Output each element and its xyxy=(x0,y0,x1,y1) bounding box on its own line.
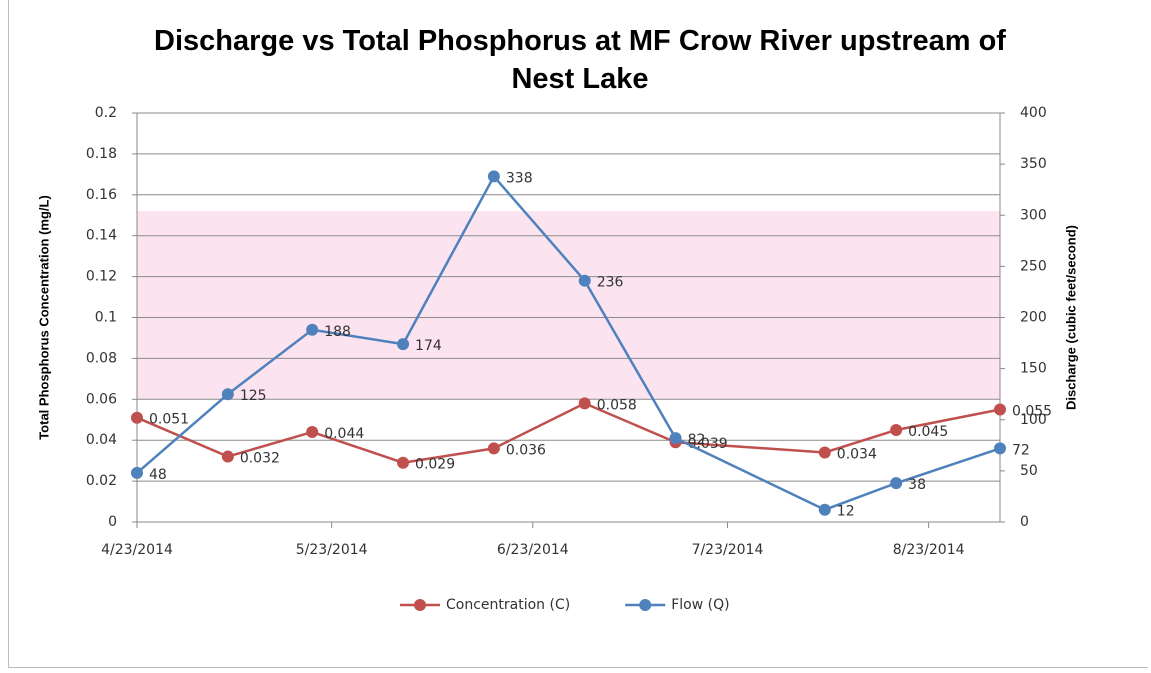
x-tick-label: 7/23/2014 xyxy=(692,542,764,558)
legend-item: Flow (Q) xyxy=(625,597,730,613)
data-label: 48 xyxy=(149,467,167,483)
point xyxy=(306,323,319,336)
point xyxy=(669,432,682,445)
data-label: 174 xyxy=(415,338,442,354)
x-tick-label: 8/23/2014 xyxy=(893,542,965,558)
legend-item: Concentration (C) xyxy=(400,597,570,613)
y2-axis-title: Discharge (cubic feet/second) xyxy=(1063,225,1078,410)
point xyxy=(131,466,143,479)
point xyxy=(306,426,319,439)
series-line xyxy=(136,174,1001,512)
x-tick-label: 6/23/2014 xyxy=(497,542,569,558)
chart-title: Discharge vs Total Phosphorus at MF Crow… xyxy=(154,25,1006,95)
data-label: 0.045 xyxy=(908,424,948,440)
x-tick-label: 5/23/2014 xyxy=(296,542,368,558)
data-label: 338 xyxy=(506,170,533,186)
data-label: 0.058 xyxy=(597,397,637,413)
y2-tick-label: 0 xyxy=(1020,514,1029,530)
data-label: 125 xyxy=(240,388,267,404)
point xyxy=(818,503,831,516)
data-label: 0.036 xyxy=(506,442,546,458)
y2-tick-label: 100 xyxy=(1020,412,1047,428)
data-label: 0.051 xyxy=(149,412,189,428)
y-tick-label: 0.1 xyxy=(95,310,117,326)
y-tick-label: 0.04 xyxy=(86,432,117,448)
y2-tick-label: 200 xyxy=(1020,310,1047,326)
point xyxy=(487,442,500,455)
point xyxy=(994,442,1006,455)
point xyxy=(578,397,591,410)
shaded-range xyxy=(137,211,1000,400)
data-label: 0.055 xyxy=(1012,404,1052,420)
point xyxy=(578,274,591,287)
y-tick-label: 0.16 xyxy=(86,187,117,203)
x-tick-label: 4/23/2014 xyxy=(101,542,173,558)
y-tick-label: 0.02 xyxy=(86,473,117,489)
legend-label: Concentration (C) xyxy=(446,597,570,613)
y-tick-label: 0 xyxy=(108,514,117,530)
legend-marker xyxy=(639,599,652,611)
point xyxy=(994,403,1006,416)
y-tick-label: 0.14 xyxy=(86,228,117,244)
frame xyxy=(8,0,1148,668)
data-label: 0.034 xyxy=(837,446,877,462)
y2-tick-label: 150 xyxy=(1020,361,1047,377)
point xyxy=(221,388,234,401)
point xyxy=(818,446,831,459)
data-label: 72 xyxy=(1012,442,1030,458)
data-label: 236 xyxy=(597,275,624,291)
y-tick-label: 0.12 xyxy=(86,269,117,285)
y-tick-label: 0.2 xyxy=(95,105,117,121)
data-label: 38 xyxy=(908,477,926,493)
y-axis-title: Total Phosphorus Concentration (mg/L) xyxy=(36,195,51,440)
series-line xyxy=(136,402,1001,464)
y-tick-label: 0.18 xyxy=(86,146,117,162)
data-label: 12 xyxy=(837,504,855,520)
data-label: 0.029 xyxy=(415,457,455,473)
y2-tick-label: 250 xyxy=(1020,258,1047,274)
y-tick-label: 0.06 xyxy=(86,391,117,407)
point xyxy=(890,477,903,490)
point xyxy=(890,423,903,436)
y2-tick-label: 350 xyxy=(1020,156,1047,172)
y2-tick-label: 50 xyxy=(1020,463,1038,479)
legend-marker xyxy=(414,599,426,611)
legend-label: Flow (Q) xyxy=(671,597,729,613)
point xyxy=(487,170,500,183)
y-tick-label: 0.08 xyxy=(86,350,117,366)
y2-tick-label: 300 xyxy=(1020,207,1047,223)
point xyxy=(397,456,410,469)
data-label: 0.044 xyxy=(324,426,364,442)
point xyxy=(397,338,410,351)
data-label: 0.032 xyxy=(240,451,280,467)
point xyxy=(221,450,234,463)
data-label: 188 xyxy=(324,324,351,340)
y2-tick-label: 400 xyxy=(1020,105,1047,121)
point xyxy=(131,411,143,424)
data-label: 82 xyxy=(688,432,706,448)
